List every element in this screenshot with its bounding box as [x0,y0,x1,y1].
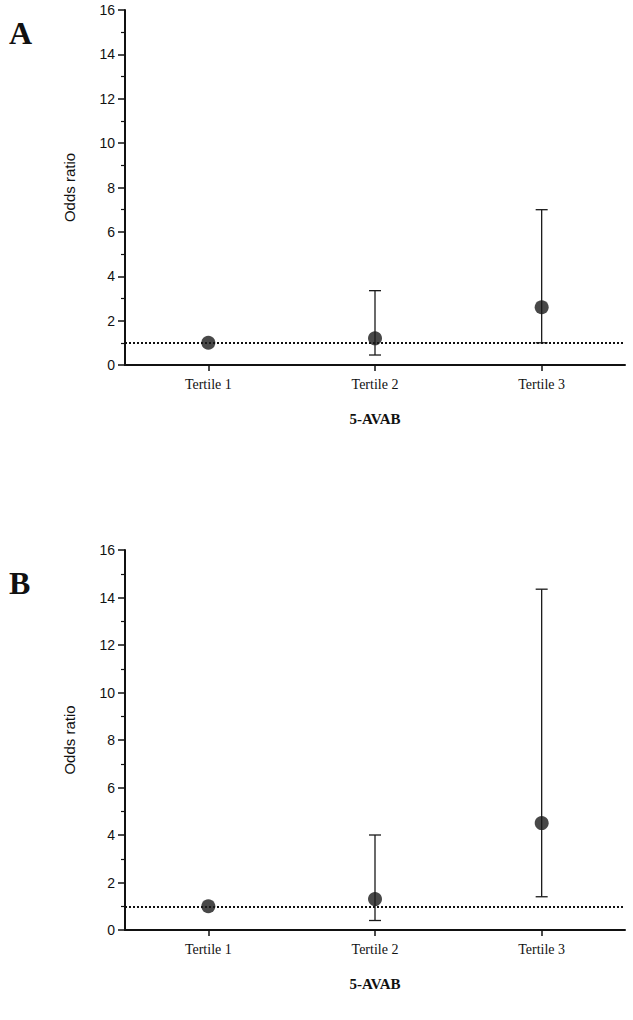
svg-text:A: A [9,15,32,51]
svg-text:14: 14 [99,590,115,606]
svg-text:Tertile 3: Tertile 3 [518,377,565,392]
svg-text:5-AVAB: 5-AVAB [349,976,400,992]
svg-text:Odds ratio: Odds ratio [61,705,78,774]
svg-text:0: 0 [107,922,115,938]
svg-text:10: 10 [99,685,115,701]
svg-text:6: 6 [107,780,115,796]
svg-text:Tertile 1: Tertile 1 [185,942,232,957]
svg-text:12: 12 [99,637,115,653]
svg-text:Odds ratio: Odds ratio [61,153,78,222]
svg-text:Tertile 1: Tertile 1 [185,377,232,392]
svg-text:2: 2 [107,313,115,329]
svg-text:10: 10 [99,135,115,151]
svg-text:4: 4 [107,268,115,284]
svg-text:5-AVAB: 5-AVAB [349,411,400,427]
svg-text:B: B [9,565,30,601]
svg-text:Tertile 3: Tertile 3 [518,942,565,957]
svg-text:Tertile 2: Tertile 2 [352,377,399,392]
svg-text:12: 12 [99,91,115,107]
svg-text:6: 6 [107,224,115,240]
svg-text:0: 0 [107,357,115,373]
svg-text:Tertile 2: Tertile 2 [352,942,399,957]
svg-text:4: 4 [107,827,115,843]
svg-text:2: 2 [107,875,115,891]
svg-text:16: 16 [99,542,115,558]
svg-text:8: 8 [107,732,115,748]
svg-text:16: 16 [99,2,115,18]
svg-text:8: 8 [107,180,115,196]
svg-text:14: 14 [99,46,115,62]
